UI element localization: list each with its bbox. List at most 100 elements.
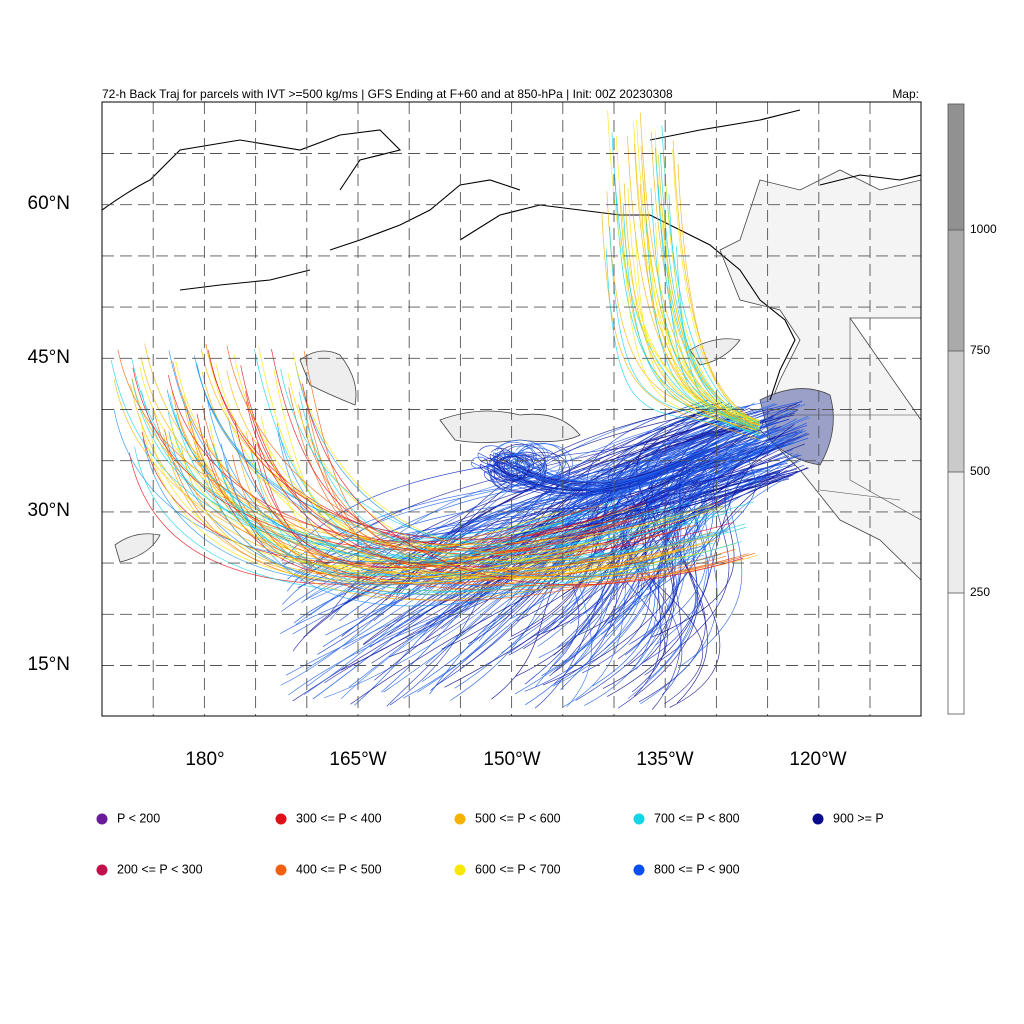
trajectory <box>142 438 679 586</box>
trajectory <box>227 416 706 586</box>
trajectory <box>622 203 761 436</box>
lon-label: 135°W <box>636 749 693 770</box>
colorbar-label: 1000 <box>970 222 997 236</box>
lon-label: 180° <box>185 749 224 770</box>
legend-label: 300 <= P < 400 <box>296 811 382 825</box>
legend-label: P < 200 <box>117 811 160 825</box>
lon-label: 120°W <box>789 749 846 770</box>
trajectory <box>139 416 593 582</box>
legend-label: 900 >= P <box>833 811 884 825</box>
legend-marker <box>454 864 466 876</box>
trajectory <box>132 367 633 551</box>
trajectory <box>341 402 723 637</box>
trajectory <box>131 378 724 546</box>
trajectory <box>494 429 761 483</box>
trajectory <box>658 422 771 585</box>
legend-label: 800 <= P < 900 <box>654 862 740 876</box>
trajectory <box>677 164 761 432</box>
colorbar-segment <box>948 230 964 351</box>
trajectory <box>233 354 657 570</box>
trajectory <box>633 121 761 422</box>
lat-label: 60°N <box>28 193 70 214</box>
coastline <box>102 109 921 401</box>
trajectory <box>487 429 761 492</box>
trajectory <box>606 191 761 426</box>
trajectory <box>566 432 716 708</box>
trajectory <box>477 429 761 482</box>
trajectory <box>627 467 808 699</box>
trajectory <box>212 443 742 592</box>
legend-marker <box>812 813 824 825</box>
trajectory <box>513 429 761 482</box>
trajectory <box>677 422 807 566</box>
trajectory <box>180 446 646 574</box>
trajectory <box>168 375 734 556</box>
legend-marker <box>454 813 466 825</box>
lon-label: 150°W <box>483 749 540 770</box>
title: 72-h Back Traj for parcels with IVT >=50… <box>102 87 673 101</box>
trajectory <box>215 453 754 576</box>
trajectory <box>542 420 716 634</box>
colorbar-label: 750 <box>970 343 990 357</box>
trajectory <box>113 379 678 579</box>
legend-label: 200 <= P < 300 <box>117 862 203 876</box>
trajectory <box>524 405 750 692</box>
trajectory <box>518 429 761 492</box>
colorbar-segment <box>948 472 964 593</box>
trajectory <box>541 445 772 677</box>
trajectory <box>601 211 761 441</box>
trajectory <box>501 458 805 654</box>
legend-label: 500 <= P < 600 <box>475 811 561 825</box>
trajectory <box>634 144 761 425</box>
colorbar-segment <box>948 351 964 472</box>
colorbar-segment <box>948 104 964 230</box>
colorbar-label: 250 <box>970 585 990 599</box>
trajectory <box>605 249 761 435</box>
trajectory <box>144 343 636 576</box>
trajectory <box>205 439 713 585</box>
trajectory <box>287 372 737 571</box>
trajectory <box>117 349 696 552</box>
trajectory <box>140 356 683 573</box>
trajectory <box>193 355 722 577</box>
trajectory <box>299 464 805 582</box>
trajectory <box>664 158 761 426</box>
trajectory <box>622 229 761 432</box>
trajectory <box>260 415 601 584</box>
borders <box>770 318 921 521</box>
trajectory <box>621 437 791 584</box>
legend: P < 200 300 <= P < 400 500 <= P < 600 700 <… <box>96 811 884 876</box>
trajectory <box>483 429 761 497</box>
legend-label: 600 <= P < 700 <box>475 862 561 876</box>
colorbar-frame <box>947 103 965 715</box>
trajectory <box>394 441 758 567</box>
lat-label: 15°N <box>28 654 70 675</box>
colorbar-label: 500 <box>970 464 990 478</box>
axis-labels: 60°N 45°N 30°N 15°N 180° 165°W 150°W 135°W 120°W <box>28 193 847 770</box>
trajectory <box>303 350 565 552</box>
trajectory <box>169 394 746 563</box>
legend-marker <box>96 813 108 825</box>
trajectory <box>175 361 653 578</box>
trajectory <box>508 435 706 656</box>
trajectory <box>203 459 709 583</box>
trajectory <box>286 425 715 592</box>
trajectory <box>627 135 761 432</box>
trajectory <box>678 411 794 668</box>
trajectory <box>131 378 619 542</box>
trajectory <box>301 383 744 586</box>
trajectory <box>196 364 714 540</box>
legend-label: 400 <= P < 500 <box>296 862 382 876</box>
graticule <box>102 102 921 716</box>
trajectory <box>636 119 761 421</box>
trajectory <box>489 429 761 483</box>
trajectory <box>496 429 761 485</box>
map-label: Map: <box>892 87 919 101</box>
map <box>102 102 921 716</box>
trajectory <box>298 391 681 556</box>
trajectory <box>538 467 768 658</box>
trajectory <box>650 187 761 432</box>
trajectory <box>251 450 618 577</box>
trajectory <box>559 424 777 667</box>
